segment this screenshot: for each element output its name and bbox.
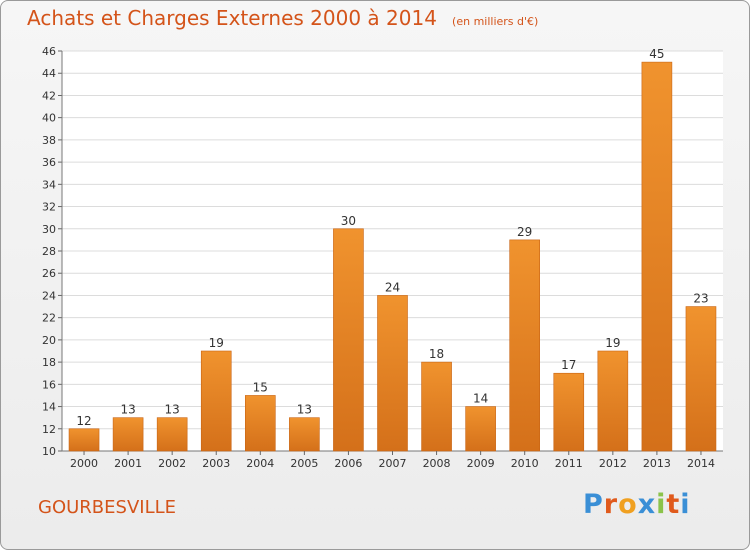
bar-value-label: 18 bbox=[429, 347, 444, 361]
bar-value-label: 17 bbox=[561, 358, 576, 372]
bar-value-label: 23 bbox=[693, 292, 708, 306]
x-tick-label: 2001 bbox=[114, 457, 142, 470]
x-tick-label: 2013 bbox=[643, 457, 671, 470]
bar bbox=[509, 239, 541, 452]
bar-value-label: 13 bbox=[297, 403, 312, 417]
y-tick-label: 46 bbox=[42, 45, 56, 58]
y-tick-label: 10 bbox=[42, 445, 56, 458]
x-tick-label: 2003 bbox=[202, 457, 230, 470]
x-tick-label: 2000 bbox=[70, 457, 98, 470]
bar bbox=[553, 372, 585, 452]
bar-value-label: 19 bbox=[605, 336, 620, 350]
bar-value-label: 30 bbox=[341, 214, 356, 228]
y-tick-label: 42 bbox=[42, 89, 56, 102]
x-tick-label: 2004 bbox=[246, 457, 274, 470]
bar bbox=[245, 395, 276, 452]
bar-value-label: 45 bbox=[649, 47, 664, 61]
bar-value-label: 19 bbox=[209, 336, 224, 350]
bar-value-label: 13 bbox=[120, 403, 135, 417]
chart-title: Achats et Charges Externes 2000 à 2014 bbox=[27, 6, 437, 30]
logo-letter: i bbox=[680, 489, 691, 520]
logo-letter: x bbox=[637, 489, 657, 520]
y-tick-label: 22 bbox=[42, 312, 56, 325]
bar-value-label: 13 bbox=[165, 403, 180, 417]
y-tick-label: 40 bbox=[42, 112, 56, 125]
y-tick-label: 38 bbox=[42, 134, 56, 147]
y-tick-label: 36 bbox=[42, 156, 56, 169]
logo-letter: i bbox=[656, 489, 667, 520]
bar bbox=[465, 406, 496, 452]
x-tick-label: 2007 bbox=[379, 457, 407, 470]
bar-value-label: 29 bbox=[517, 225, 532, 239]
bar-value-label: 12 bbox=[76, 414, 91, 428]
x-tick-label: 2011 bbox=[555, 457, 583, 470]
y-tick-label: 16 bbox=[42, 378, 56, 391]
place-name: GOURBESVILLE bbox=[38, 497, 176, 518]
bar bbox=[685, 306, 717, 452]
y-tick-label: 26 bbox=[42, 267, 56, 280]
x-tick-label: 2010 bbox=[511, 457, 539, 470]
logo-letter: r bbox=[603, 489, 619, 520]
chart-title-row: Achats et Charges Externes 2000 à 2014 (… bbox=[27, 6, 538, 30]
bar bbox=[641, 61, 673, 452]
logo-letter: o bbox=[618, 489, 638, 520]
bar bbox=[377, 295, 408, 452]
y-tick-label: 34 bbox=[42, 178, 56, 191]
bar bbox=[200, 350, 232, 452]
logo-letter: t bbox=[666, 489, 681, 520]
chart-subtitle: (en milliers d'€) bbox=[452, 15, 539, 28]
bar-value-label: 14 bbox=[473, 392, 488, 406]
y-tick-label: 44 bbox=[42, 67, 56, 80]
y-tick-label: 24 bbox=[42, 289, 56, 302]
y-tick-label: 30 bbox=[42, 223, 56, 236]
x-tick-label: 2008 bbox=[423, 457, 451, 470]
bar bbox=[112, 417, 144, 452]
x-tick-label: 2012 bbox=[599, 457, 627, 470]
x-tick-label: 2009 bbox=[467, 457, 495, 470]
bar bbox=[597, 350, 629, 452]
bar-value-label: 24 bbox=[385, 280, 400, 294]
bar-value-label: 15 bbox=[253, 380, 268, 394]
logo-letter: P bbox=[583, 489, 604, 520]
y-tick-label: 20 bbox=[42, 334, 56, 347]
bar bbox=[289, 417, 320, 452]
y-tick-label: 18 bbox=[42, 356, 56, 369]
x-tick-label: 2014 bbox=[687, 457, 715, 470]
bar bbox=[333, 228, 364, 452]
y-tick-label: 12 bbox=[42, 423, 56, 436]
x-tick-label: 2005 bbox=[290, 457, 318, 470]
bar bbox=[421, 361, 452, 452]
y-tick-label: 28 bbox=[42, 245, 56, 258]
proxiti-logo: Proxiti bbox=[583, 489, 691, 520]
bar bbox=[68, 428, 100, 452]
bar bbox=[156, 417, 188, 452]
y-tick-label: 32 bbox=[42, 201, 56, 214]
y-tick-label: 14 bbox=[42, 401, 56, 414]
x-tick-label: 2006 bbox=[334, 457, 362, 470]
x-tick-label: 2002 bbox=[158, 457, 186, 470]
